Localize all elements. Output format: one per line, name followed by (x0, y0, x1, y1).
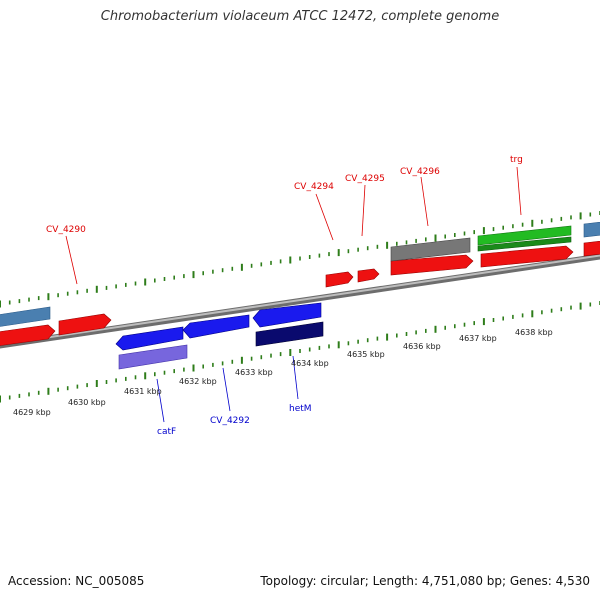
scale-label: 4637 kbp (459, 334, 497, 343)
genome-summary-text: Topology: circular; Length: 4,751,080 bp… (260, 574, 590, 588)
gene-label[interactable]: CV_4294 (294, 182, 334, 192)
reverse-genes (115, 302, 324, 370)
scale-label: 4636 kbp (403, 342, 441, 351)
accession-text: Accession: NC_005085 (8, 574, 145, 588)
scale-label: 4635 kbp (347, 350, 385, 359)
grey-feature[interactable] (390, 237, 471, 262)
gene-label[interactable]: catF (157, 427, 176, 437)
gene-label[interactable]: CV_4290 (46, 225, 86, 235)
gene-arrow[interactable] (252, 302, 322, 328)
gene-label[interactable]: CV_4292 (210, 416, 250, 426)
steel-feature[interactable] (583, 221, 600, 238)
forward-tick-row (0, 211, 600, 308)
gene-label[interactable]: hetM (289, 404, 312, 414)
forward-genes (0, 240, 600, 347)
navy-feature[interactable] (255, 321, 324, 347)
scale-label: 4631 kbp (124, 387, 162, 396)
gene-label[interactable]: CV_4295 (345, 174, 385, 184)
map-title: Chromobacterium violaceum ATCC 12472, co… (100, 9, 500, 24)
reverse-labels: catF CV_4292 hetM (156, 355, 312, 437)
scale-label: 4632 kbp (179, 377, 217, 386)
scale-tick-row (0, 301, 600, 403)
gene-arrow[interactable] (480, 245, 574, 268)
gene-arrow[interactable] (583, 240, 600, 257)
gene-label[interactable]: CV_4296 (400, 167, 440, 177)
scale-label: 4633 kbp (235, 368, 273, 377)
gene-arrow[interactable] (390, 254, 474, 276)
scale-labels: 4629 kbp 4630 kbp 4631 kbp 4632 kbp 4633… (13, 328, 553, 417)
forward-labels: CV_4290 CV_4294 CV_4295 CV_4296 trg (46, 155, 523, 285)
green-feature[interactable] (477, 225, 572, 246)
gene-arrow[interactable] (115, 326, 184, 351)
scale-label: 4629 kbp (13, 408, 51, 417)
scale-label: 4630 kbp (68, 398, 106, 407)
steel-feature[interactable] (0, 306, 51, 328)
feature-blocks (0, 221, 600, 328)
purple-feature[interactable] (118, 344, 188, 370)
gene-label[interactable]: trg (510, 155, 523, 165)
backbone (0, 253, 600, 349)
gene-arrow[interactable] (58, 313, 112, 336)
gene-arrow[interactable] (325, 271, 354, 288)
scale-label: 4634 kbp (291, 359, 329, 368)
green-feature[interactable] (477, 236, 572, 252)
gene-arrow[interactable] (357, 268, 380, 283)
gene-arrow[interactable] (182, 314, 250, 339)
gene-arrow[interactable] (0, 324, 56, 347)
scale-label: 4638 kbp (515, 328, 553, 337)
